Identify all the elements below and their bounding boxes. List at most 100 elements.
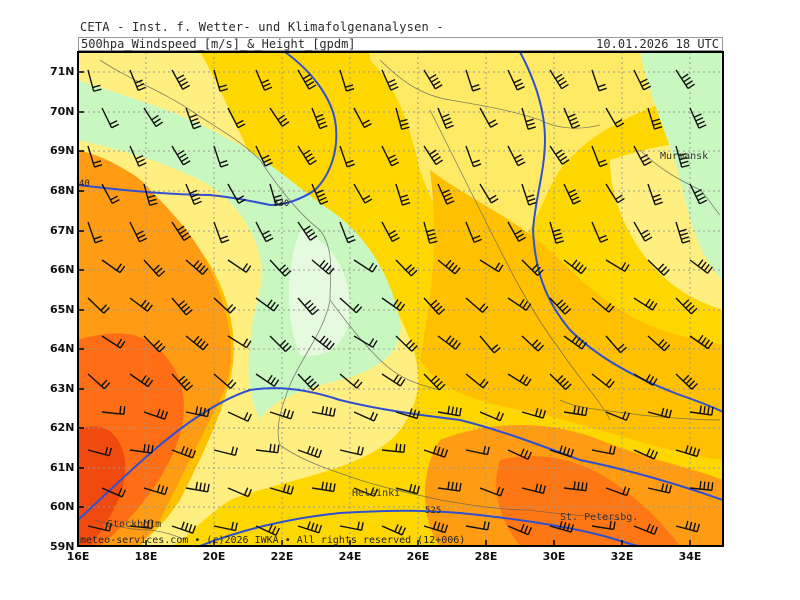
wind-barb [563, 183, 581, 205]
wind-barb [353, 411, 378, 422]
wind-barb [87, 69, 102, 92]
wind-barb [395, 483, 420, 495]
wind-barb [479, 411, 505, 422]
lat-label-70n: 70N [50, 105, 75, 118]
wind-barb [255, 373, 280, 387]
wind-barb [423, 521, 449, 534]
fill-very-light-green [288, 230, 350, 356]
contour-label-530: 530 [273, 199, 290, 209]
wind-barb [255, 443, 280, 454]
contour-525 [199, 509, 641, 546]
wind-barb [437, 405, 462, 417]
wind-barb [675, 445, 701, 458]
wind-barb [129, 221, 148, 243]
wind-barb [507, 145, 526, 167]
wind-barb [647, 259, 670, 276]
wind-barb [381, 524, 406, 536]
wind-barb [171, 297, 193, 316]
contour-540-west [78, 184, 271, 206]
wind-barb [87, 373, 111, 390]
wind-barb [381, 221, 400, 243]
wind-barb [591, 297, 615, 313]
wind-barb [395, 408, 421, 420]
wind-barb [465, 297, 489, 313]
wind-barb [521, 335, 545, 352]
finland-russia-border [429, 109, 611, 421]
wind-barb [591, 221, 609, 243]
city-murmansk: Murmansk [660, 151, 709, 162]
wind-barb [101, 335, 126, 349]
wind-barb [213, 145, 229, 168]
wind-barb [381, 373, 406, 387]
wind-barb [87, 297, 110, 314]
city-helsinki: Helsinki [352, 488, 401, 499]
lat-label-68n: 68N [50, 184, 75, 197]
wind-barb [101, 487, 126, 498]
wind-barb [185, 183, 202, 206]
wind-barb [437, 183, 455, 205]
wind-barb [213, 297, 237, 314]
wind-barb [605, 183, 625, 204]
wind-barb [563, 405, 588, 417]
wind-barb [591, 145, 608, 168]
wind-barb [591, 520, 616, 531]
wind-barb [395, 107, 410, 130]
wind-barb [185, 481, 210, 493]
wind-barb [311, 481, 336, 493]
wind-barb [213, 69, 228, 92]
wind-barb [269, 259, 292, 277]
wind-barb [633, 145, 652, 167]
map-frame [77, 51, 724, 547]
wind-barb [479, 486, 505, 497]
wind-barb [353, 107, 372, 129]
wind-barb [297, 445, 323, 459]
wind-barb [423, 221, 438, 244]
wind-barb [87, 522, 112, 532]
lon-label-34e: 34E [678, 550, 702, 563]
wind-barb [675, 297, 698, 315]
wind-barb [171, 373, 194, 391]
wind-barb [563, 259, 587, 275]
wind-barb [311, 183, 329, 205]
wind-barb [227, 183, 247, 204]
wind-barb [549, 69, 569, 90]
wind-barb [689, 259, 713, 274]
stockholm-coast [94, 519, 186, 541]
wind-barb [479, 259, 504, 273]
wind-barb [605, 107, 625, 128]
wind-barb [171, 221, 192, 242]
wind-barb [339, 373, 363, 389]
lat-label-63n: 63N [50, 382, 75, 395]
wind-barb [381, 297, 406, 312]
wind-barb [521, 483, 546, 495]
wind-barb [479, 335, 501, 354]
wind-barb [311, 405, 336, 417]
wind-barb [297, 221, 318, 241]
lon-label-16e: 16E [66, 550, 90, 563]
wind-barb [101, 107, 120, 129]
wind-barb [255, 524, 280, 536]
wind-barb [269, 335, 292, 353]
wind-barb [605, 259, 630, 272]
wind-barb [185, 259, 209, 275]
wind-barb [255, 145, 273, 167]
wind-barb [353, 335, 378, 348]
wind-barb [87, 145, 103, 168]
wind-barb [507, 448, 532, 460]
northern-coast [379, 59, 601, 129]
wind-barb [269, 483, 295, 495]
lat-label-71n: 71N [50, 65, 75, 78]
fill-orange-northwest [78, 150, 140, 195]
wind-barb [129, 297, 153, 312]
wind-barb [129, 145, 147, 167]
wind-barb [227, 259, 252, 273]
wind-barb [675, 221, 691, 244]
height-contours [78, 52, 723, 546]
wind-barb [129, 443, 154, 454]
wind-barb [213, 521, 238, 532]
wind-barb [591, 445, 616, 455]
wind-barb [563, 481, 588, 492]
wind-barb [227, 107, 246, 129]
